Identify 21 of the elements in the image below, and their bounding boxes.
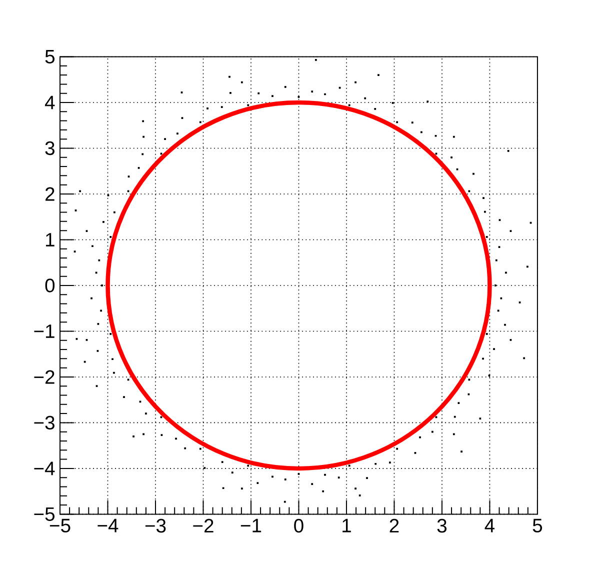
y-tick-label: 5 xyxy=(45,50,54,64)
x-tick-label: 0 xyxy=(294,518,304,533)
y-tick-label: −4 xyxy=(34,462,55,476)
y-tick-label: −3 xyxy=(34,416,54,430)
y-tick-label: 2 xyxy=(46,187,54,201)
y-tick-label: −5 xyxy=(34,507,54,521)
y-tick-label: 4 xyxy=(44,96,55,110)
x-tick-label: 1 xyxy=(342,518,351,532)
y-tick-label: −2 xyxy=(34,370,54,384)
y-tick-label: 0 xyxy=(45,278,55,292)
x-tick-label: 5 xyxy=(532,518,542,532)
x-tick-label: −2 xyxy=(193,518,214,532)
x-tick-label: 4 xyxy=(484,518,495,532)
x-tick-label: 3 xyxy=(437,518,447,533)
x-tick-label: −4 xyxy=(98,518,118,532)
y-tick-label: 1 xyxy=(46,233,54,246)
x-tick-label: −1 xyxy=(240,518,262,532)
y-tick-label: −1 xyxy=(34,324,54,338)
y-tick-label: 3 xyxy=(45,141,54,156)
x-tick-label: 2 xyxy=(390,518,399,532)
x-tick-label: −3 xyxy=(145,518,166,533)
